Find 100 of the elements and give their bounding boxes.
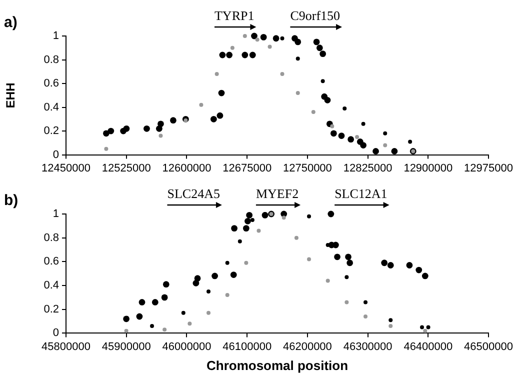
point: [249, 52, 256, 58]
point: [226, 52, 232, 58]
point: [307, 257, 312, 262]
point: [184, 118, 188, 122]
x-tick-label: 46100000: [222, 340, 272, 353]
y-tick-label: 0.2: [44, 125, 59, 138]
point: [348, 136, 354, 143]
point: [230, 272, 237, 278]
point: [199, 102, 204, 107]
point: [294, 236, 298, 240]
x-tick-label: 12975000: [464, 162, 514, 174]
point: [152, 299, 158, 306]
point: [364, 314, 368, 319]
point: [206, 289, 211, 294]
point: [218, 90, 225, 96]
point: [408, 140, 412, 144]
point: [388, 324, 393, 328]
point: [346, 260, 354, 266]
point: [170, 117, 176, 124]
point: [324, 96, 331, 104]
point: [242, 52, 248, 58]
x-tick-label: 45800000: [42, 340, 90, 353]
point: [162, 328, 167, 332]
y-tick-label: 0.4: [44, 280, 59, 292]
y-tick-label: 0.2: [44, 303, 59, 316]
point: [330, 130, 337, 137]
y-tick-label: 0.8: [44, 232, 59, 244]
point: [328, 210, 334, 218]
x-tick-label: 46500000: [464, 340, 514, 353]
x-tick-label: 12900000: [404, 162, 453, 174]
point: [123, 125, 130, 132]
point: [387, 262, 394, 268]
point: [311, 110, 316, 114]
x-tick-label: 12675000: [222, 162, 272, 174]
text: SLC12A1: [334, 186, 388, 201]
text: TYRP1: [214, 8, 254, 23]
point: [103, 130, 110, 137]
y-tick-label: 0.6: [44, 78, 59, 90]
point: [420, 325, 424, 330]
point: [246, 212, 253, 218]
point: [251, 32, 258, 40]
chart-title: a): [4, 14, 18, 32]
point: [268, 44, 272, 49]
point: [334, 254, 340, 260]
y-tick-label: 0.6: [44, 256, 59, 268]
point: [225, 293, 230, 298]
point: [307, 214, 312, 218]
y-axis-title: EHH: [4, 82, 18, 108]
point: [344, 300, 349, 304]
point: [320, 79, 325, 84]
point: [158, 120, 164, 128]
point: [355, 134, 360, 139]
point: [280, 36, 284, 40]
point: [238, 239, 242, 244]
point: [381, 260, 388, 266]
point: [342, 106, 347, 110]
x-tick-label: 46300000: [343, 340, 392, 353]
point: [326, 278, 330, 283]
x-tick-label: 45900000: [102, 340, 151, 353]
x-tick-label: 46000000: [162, 340, 212, 353]
point: [344, 275, 349, 280]
point: [423, 328, 428, 333]
point: [360, 142, 366, 148]
point: [361, 122, 366, 126]
point: [383, 131, 388, 136]
point: [219, 52, 226, 58]
point: [391, 148, 398, 154]
point: [216, 112, 224, 119]
x-tick-label: 46400000: [404, 340, 453, 353]
point: [250, 218, 254, 222]
point: [206, 310, 211, 315]
point: [406, 262, 413, 268]
point: [123, 316, 130, 322]
point: [158, 134, 163, 138]
point: [256, 228, 261, 233]
point: [104, 146, 108, 151]
point: [330, 124, 334, 128]
point: [210, 116, 217, 122]
x-axis-title: Chromosomal position: [206, 358, 348, 373]
point: [188, 322, 192, 326]
point: [416, 266, 422, 274]
x-tick-label: 12825000: [343, 162, 392, 174]
point: [108, 128, 114, 134]
y-tick-label: 1: [52, 30, 59, 42]
point: [320, 50, 326, 58]
point: [313, 38, 320, 46]
text: SLC24A5: [167, 186, 220, 201]
point: [280, 72, 284, 76]
point: [338, 132, 345, 139]
point: [230, 46, 234, 50]
point: [150, 324, 154, 328]
y-tick-label: 0.4: [44, 101, 59, 114]
chart-title: b): [4, 192, 18, 210]
y-tick-label: 0: [52, 327, 59, 340]
text: MYEF2: [256, 186, 299, 201]
point: [282, 216, 286, 220]
point: [272, 35, 280, 42]
x-tick-label: 12525000: [102, 162, 151, 174]
point: [136, 313, 143, 320]
point: [231, 225, 238, 232]
